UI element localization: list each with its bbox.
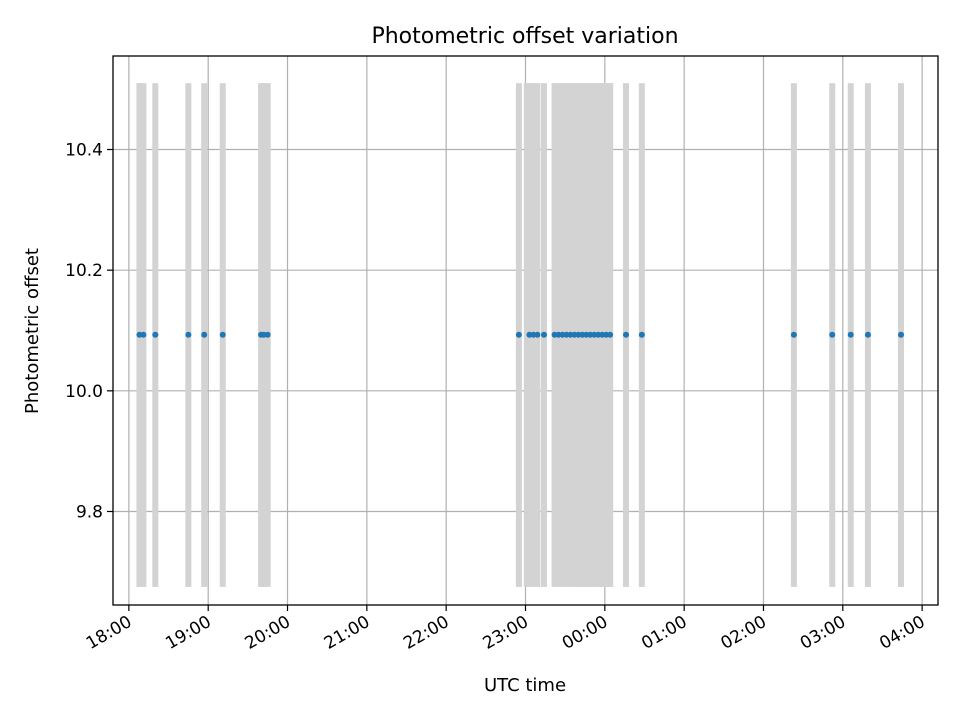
data-point [264, 331, 271, 338]
data-point [790, 331, 797, 338]
data-point [607, 331, 614, 338]
data-point [829, 331, 836, 338]
data-point [847, 331, 854, 338]
y-tick-label: 10.4 [65, 141, 103, 161]
data-point [515, 331, 522, 338]
data-point [638, 331, 645, 338]
chart-title: Photometric offset variation [371, 24, 678, 49]
data-point [897, 331, 904, 338]
x-axis-label: UTC time [484, 675, 566, 696]
y-tick-label: 10.0 [65, 382, 103, 402]
data-point [140, 331, 147, 338]
data-points [136, 331, 904, 338]
y-tick-label: 10.2 [65, 261, 103, 281]
data-point [185, 331, 192, 338]
data-point [152, 331, 159, 338]
data-point [201, 331, 208, 338]
data-point [219, 331, 226, 338]
data-point [864, 331, 871, 338]
y-tick-label: 9.8 [76, 502, 103, 522]
y-axis-label: Photometric offset [22, 248, 43, 414]
data-point [534, 331, 541, 338]
data-point [541, 331, 548, 338]
data-point [622, 331, 629, 338]
